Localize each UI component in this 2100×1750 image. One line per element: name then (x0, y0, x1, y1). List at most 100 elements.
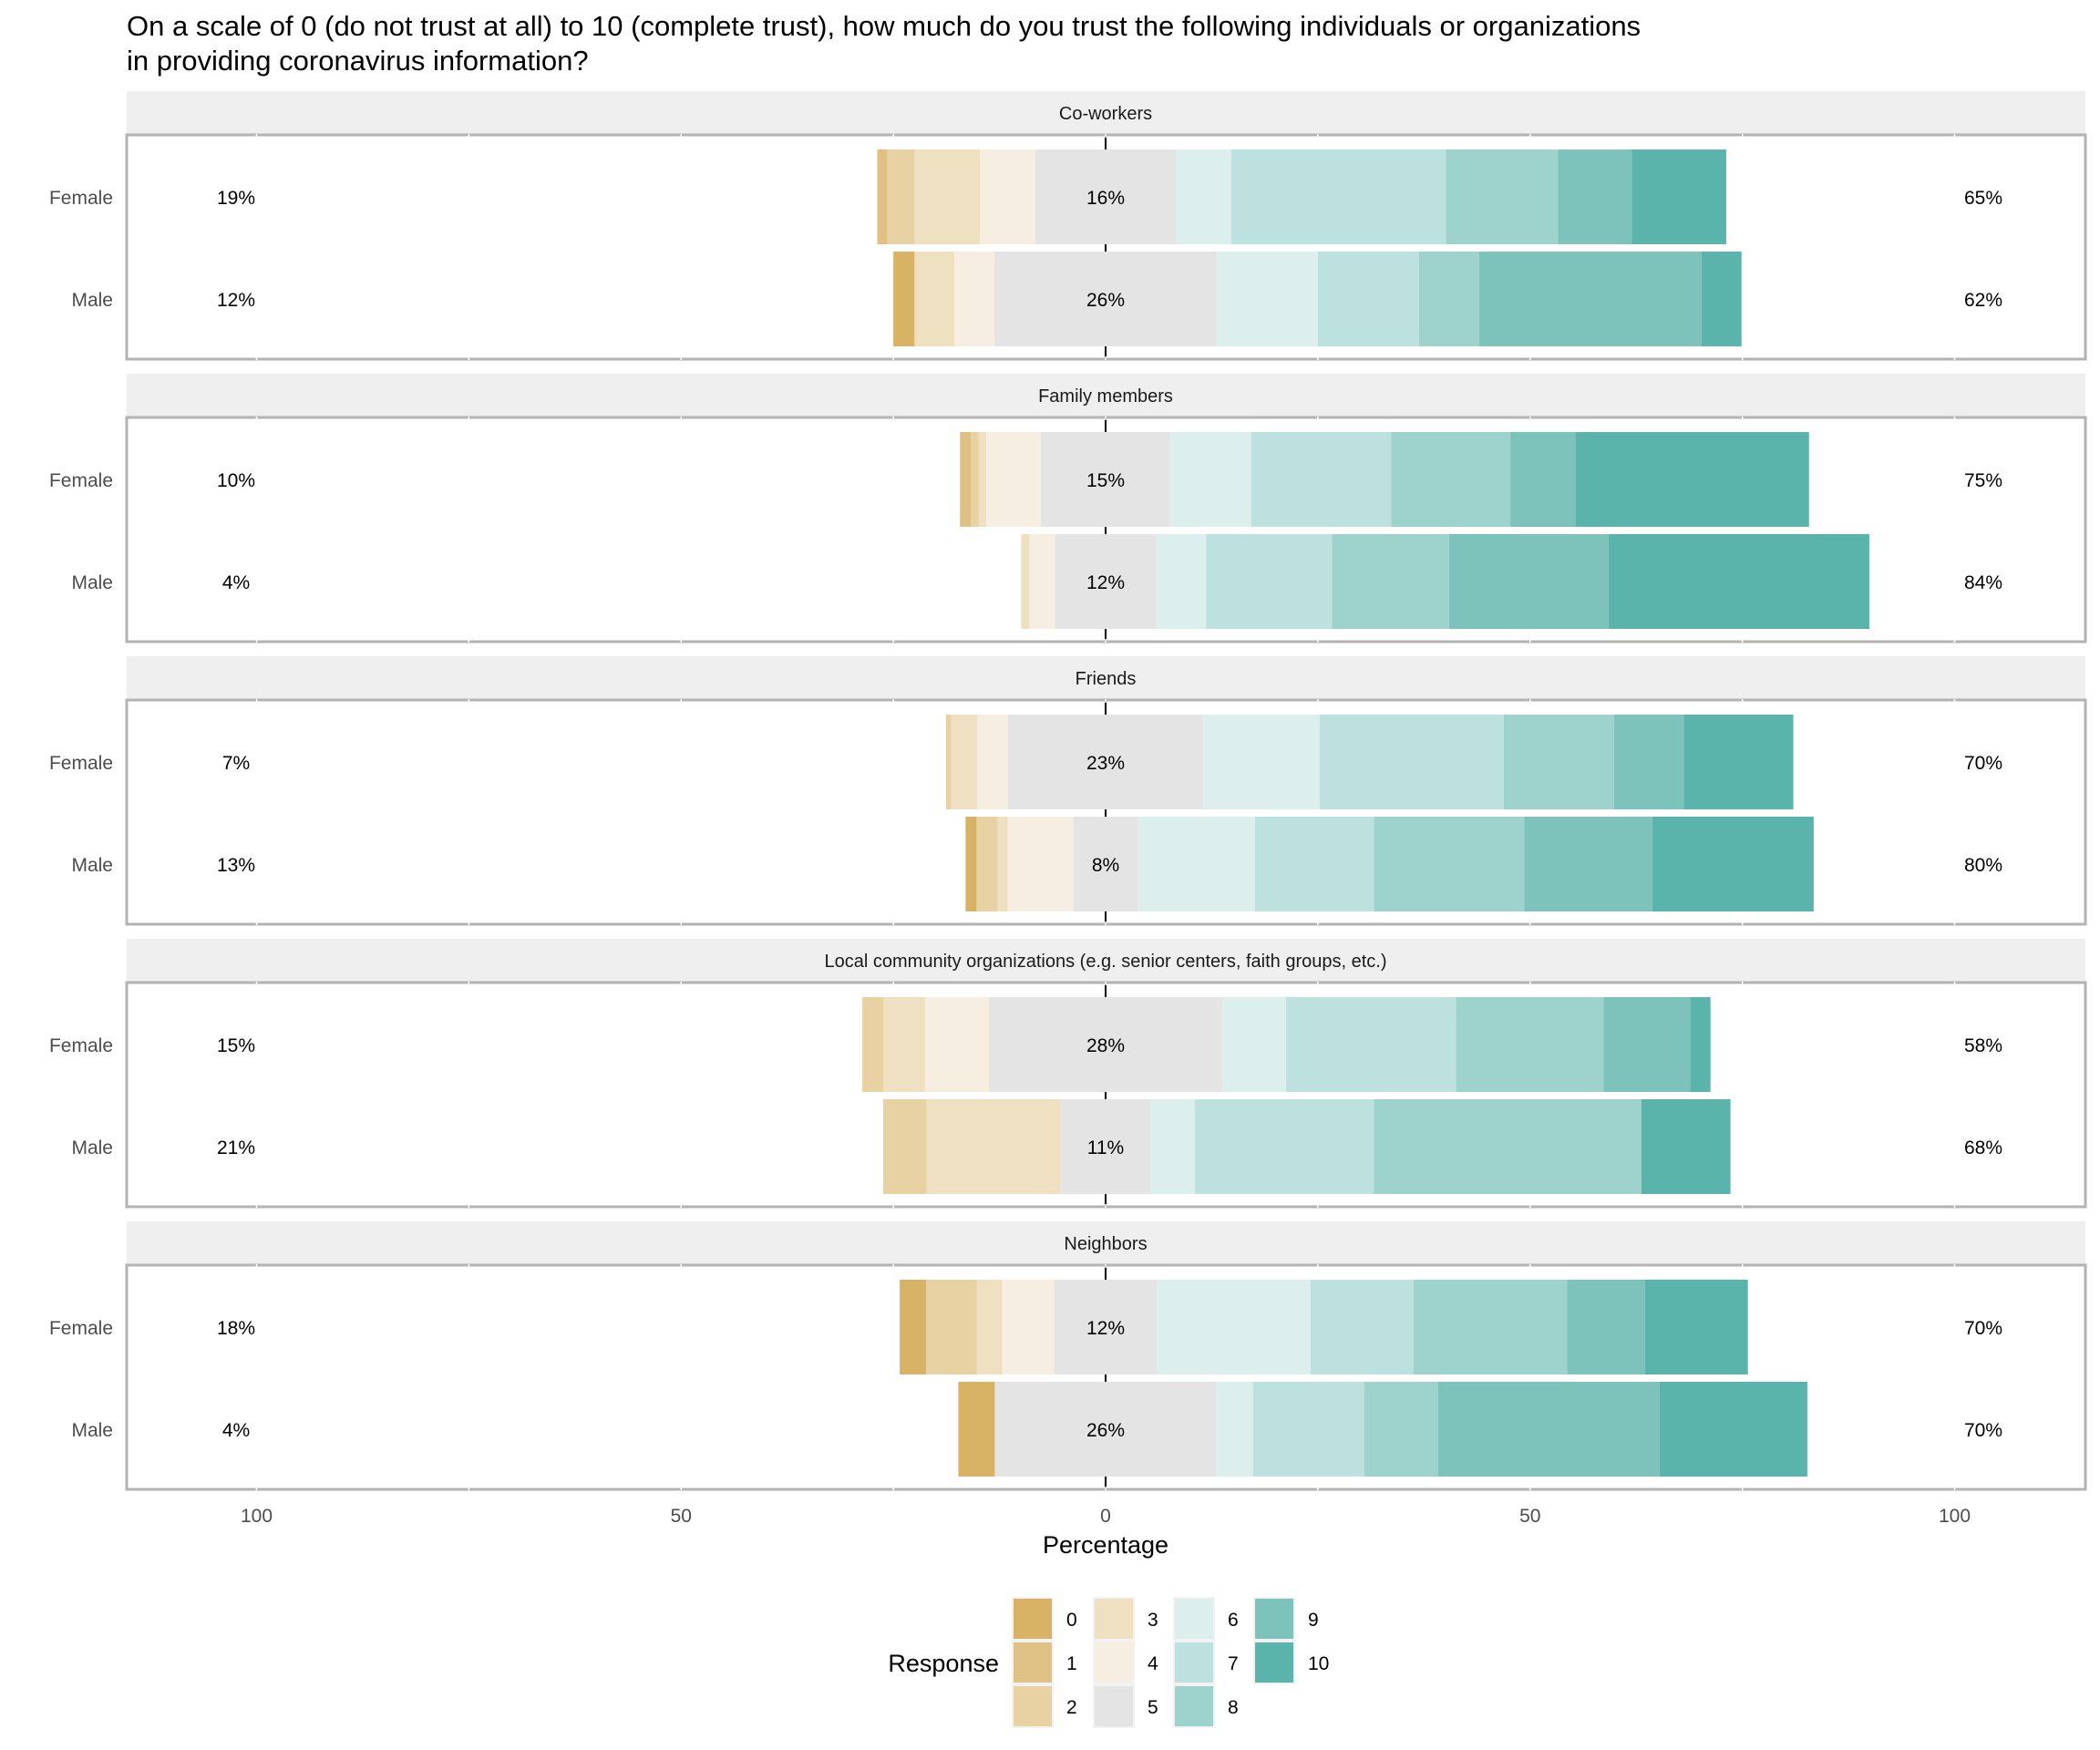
low-trust-percent-label: 4% (222, 1420, 250, 1441)
bar-segment-response-5: Neighbors / Female / 5: 12.1% (1054, 1280, 1158, 1374)
legend-swatch (1095, 1642, 1133, 1683)
bar-segment-response-8: Local community organizations (e.g. seni… (1374, 1099, 1642, 1194)
bar-segment-response-2: Local community organizations (e.g. seni… (862, 997, 884, 1092)
bar-segment-response-8: Co-workers / Male / 8: 7.1% (1418, 252, 1479, 346)
low-trust-percent-label: 21% (217, 1138, 255, 1158)
bar-segment-response-3: Local community organizations (e.g. seni… (883, 997, 926, 1092)
legend-swatch (1255, 1642, 1293, 1683)
facet-panel: Local community organizations (e.g. seni… (49, 939, 2087, 1209)
bar-segment-response-10: Co-workers / Male / 10: 4.7% (1701, 252, 1742, 346)
bar-segment-response-2: Family members / Female / 2: 0.9% (971, 432, 979, 527)
bar-segment-response-9: Family members / Female / 9: 7.7% (1509, 432, 1576, 527)
legend-swatch (1255, 1599, 1293, 1639)
x-tick-label: 0 (1100, 1506, 1111, 1527)
legend-label: 1 (1066, 1653, 1077, 1674)
low-trust-percent-label: 10% (217, 470, 255, 491)
facet-strip-label: Neighbors (1064, 1234, 1147, 1254)
bar-segment-response-7: Co-workers / Female / 7: 25.3% (1230, 149, 1446, 244)
bar-segment-response-1: Co-workers / Female / 1: 1.2% (877, 149, 888, 244)
bar-segment-response-10: Neighbors / Male / 10: 17.4% (1659, 1382, 1807, 1477)
bar-segment-response-7: Local community organizations (e.g. seni… (1194, 1099, 1374, 1194)
bar-segment-response-5: Family members / Female / 5: 15.3% (1040, 432, 1171, 527)
bar-segment-response-8: Neighbors / Male / 8: 8.7% (1364, 1382, 1438, 1477)
legend-item-9: 9 (1253, 1597, 1319, 1641)
category-label: Male (71, 1420, 113, 1441)
bar-row: Friends / Male / 0: 1.3%Friends / Male /… (965, 817, 1814, 911)
bar-segment-response-4: Friends / Female / 4: 3.6% (977, 715, 1008, 809)
legend-label: 0 (1066, 1610, 1077, 1631)
bar-segment-response-6: Neighbors / Male / 6: 4.3% (1216, 1382, 1253, 1477)
bar-segment-response-6: Family members / Female / 6: 9.5% (1170, 432, 1251, 527)
chart-title: On a scale of 0 (do not trust at all) to… (127, 9, 2041, 78)
low-trust-percent-label: 13% (217, 855, 255, 876)
bar-segment-response-8: Co-workers / Female / 8: 13.2% (1446, 149, 1559, 244)
legend: Response 0 1 2 3 4 5 6 7 8 9 10 (888, 1597, 1329, 1728)
neutral-percent-label: 8% (1092, 855, 1119, 876)
neutral-percent-label: 26% (1086, 290, 1125, 311)
bar-segment-response-3: Family members / Male / 3: 1% (1021, 534, 1030, 629)
bar-segment-response-10: Neighbors / Female / 10: 12.1% (1644, 1280, 1748, 1374)
neutral-percent-label: 23% (1086, 753, 1125, 774)
bar-segment-response-7: Family members / Female / 7: 16.5% (1251, 432, 1392, 527)
legend-label: 8 (1228, 1697, 1239, 1718)
bar-segment-response-5: Friends / Male / 5: 7.6% (1073, 817, 1138, 911)
bar-segment-response-10: Local community organizations (e.g. seni… (1641, 1099, 1731, 1194)
neutral-percent-label: 28% (1086, 1035, 1125, 1056)
bar-segment-response-4: Family members / Female / 4: 6.4% (986, 432, 1041, 527)
neutral-percent-label: 12% (1086, 572, 1125, 593)
legend-swatch (1175, 1686, 1213, 1726)
x-axis-title: Percentage (1043, 1531, 1168, 1559)
bar-segment-response-5: Co-workers / Female / 5: 16.6% (1035, 149, 1177, 244)
bar-segment-response-3: Neighbors / Female / 3: 3% (976, 1280, 1003, 1374)
legend-item-2: 2 (1012, 1684, 1077, 1728)
bar-segment-response-7: Family members / Male / 7: 14.8% (1206, 534, 1333, 629)
facet-panels: Co-workers Female 19% 65% Male 12% 62% Co-worke… (49, 91, 2087, 1491)
category-label: Female (49, 753, 113, 774)
category-label: Male (71, 855, 113, 876)
bar-segment-response-5: Friends / Female / 5: 23% (1007, 715, 1204, 809)
bar-segment-response-7: Neighbors / Female / 7: 12.1% (1310, 1280, 1414, 1374)
bar-row: Family members / Male / 3: 1% Family memb… (1021, 534, 1869, 629)
high-trust-percent-label: 70% (1964, 1420, 2002, 1441)
bar-segment-response-7: Local community organizations (e.g. seni… (1285, 997, 1457, 1092)
legend-item-7: 7 (1173, 1641, 1239, 1684)
bar-segment-response-5: Neighbors / Male / 5: 26.1% (994, 1382, 1217, 1477)
legend-label: 9 (1308, 1610, 1319, 1631)
bar-segment-response-2: Friends / Male / 2: 2.5% (976, 817, 998, 911)
facet-strip (127, 374, 2085, 417)
bar-segment-response-4: Co-workers / Male / 4: 4.7% (954, 252, 994, 346)
bar-row: Family members / Female / 1: 1.3%Family … (960, 432, 1809, 527)
legend-swatch (1095, 1686, 1133, 1726)
category-label: Male (71, 572, 113, 593)
neutral-percent-label: 12% (1086, 1318, 1125, 1339)
bar-segment-response-10: Friends / Female / 10: 12.9% (1683, 715, 1794, 809)
bar-segment-response-3: Local community organizations (e.g. seni… (926, 1099, 1061, 1194)
facet-strip-label: Friends (1076, 669, 1137, 689)
bar-segment-response-4: Friends / Male / 4: 7.7% (1007, 817, 1074, 911)
bar-segment-response-8: Family members / Male / 8: 13.8% (1332, 534, 1449, 629)
bar-segment-response-0: Friends / Male / 0: 1.3% (965, 817, 977, 911)
category-label: Male (71, 290, 113, 311)
bar-segment-response-8: Friends / Female / 8: 13% (1503, 715, 1614, 809)
legend-swatch (1175, 1642, 1213, 1683)
bar-segment-response-10: Family members / Male / 10: 30.7% (1608, 534, 1869, 629)
bar-segment-response-9: Friends / Female / 9: 8.2% (1613, 715, 1684, 809)
x-tick-label: 50 (671, 1506, 692, 1527)
chart-title-line-2: in providing coronavirus information? (127, 45, 589, 77)
bar-segment-response-5: Local community organizations (e.g. seni… (1060, 1099, 1151, 1194)
high-trust-percent-label: 65% (1964, 188, 2002, 209)
bar-segment-response-9: Neighbors / Male / 9: 26.1% (1437, 1382, 1660, 1477)
low-trust-percent-label: 4% (222, 572, 250, 593)
bar-segment-response-9: Local community organizations (e.g. seni… (1603, 997, 1691, 1092)
bar-segment-response-6: Co-workers / Male / 6: 11.9% (1217, 252, 1318, 346)
bar-segment-response-2: Friends / Female / 2: 0.6% (945, 715, 952, 809)
high-trust-percent-label: 84% (1964, 572, 2002, 593)
bar-segment-response-5: Co-workers / Male / 5: 26.2% (993, 252, 1218, 346)
bar-segment-response-3: Family members / Female / 3: 0.9% (978, 432, 987, 527)
bar-segment-response-9: Friends / Male / 9: 15.1% (1524, 817, 1652, 911)
legend-item-1: 1 (1012, 1641, 1077, 1684)
bar-row: Local community organizations (e.g. seni… (862, 997, 1711, 1092)
bar-segment-response-8: Friends / Male / 8: 17.7% (1374, 817, 1525, 911)
facet-strip (127, 656, 2085, 700)
category-label: Female (49, 470, 113, 491)
